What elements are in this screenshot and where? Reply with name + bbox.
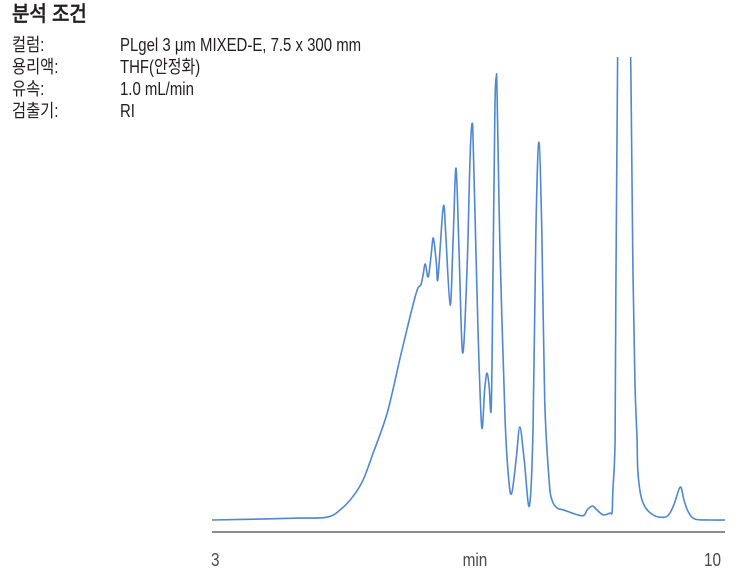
condition-value: THF(안정화) xyxy=(120,57,201,77)
condition-value: PLgel 3 μm MIXED-E, 7.5 x 300 mm xyxy=(120,35,362,55)
condition-label: 컬럼: xyxy=(12,35,45,55)
condition-value: 1.0 mL/min xyxy=(120,79,194,99)
condition-value: RI xyxy=(120,101,135,121)
x-axis-line xyxy=(212,531,725,533)
condition-row-column: 컬럼: PLgel 3 μm MIXED-E, 7.5 x 300 mm xyxy=(0,34,500,56)
conditions-title: 분석 조건 xyxy=(12,3,87,26)
condition-row-detector: 검출기: RI xyxy=(0,100,500,122)
chromatogram-trace xyxy=(212,57,725,521)
chromatogram-svg xyxy=(212,57,725,521)
condition-row-flow-rate: 유속: 1.0 mL/min xyxy=(0,78,500,100)
x-axis-title: min xyxy=(462,550,488,570)
condition-label: 용리액: xyxy=(12,57,59,77)
condition-row-eluent: 용리액: THF(안정화) xyxy=(0,56,500,78)
condition-label: 검출기: xyxy=(12,101,59,121)
condition-label: 유속: xyxy=(12,79,45,99)
x-tick-label-start: 3 xyxy=(211,550,220,570)
x-tick-label-end: 10 xyxy=(703,550,721,570)
chromatogram-plot xyxy=(212,57,725,532)
